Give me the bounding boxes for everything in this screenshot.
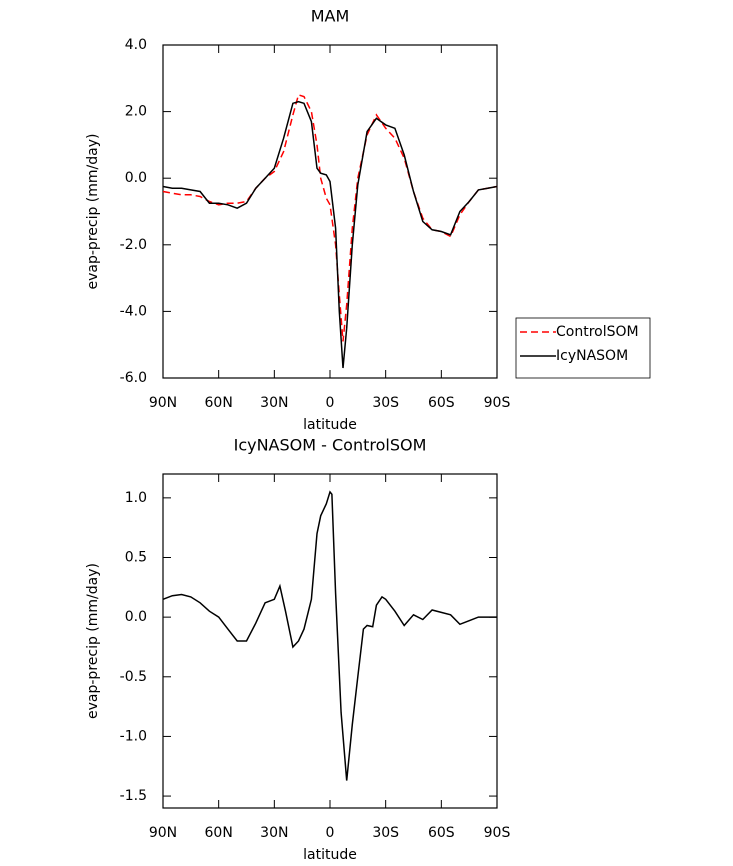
data-line	[162, 490, 497, 781]
plot-frame	[162, 473, 498, 809]
chart-title: MAM	[311, 7, 350, 26]
y-axis-label: evap-precip (mm/day)	[85, 134, 101, 290]
y-tick-label: 0.5	[125, 550, 147, 566]
x-tick-label: 0	[326, 825, 335, 841]
x-tick-label: 90N	[149, 825, 177, 841]
x-axis-label: latitude	[303, 847, 357, 863]
x-tick-label: 60S	[428, 395, 455, 411]
x-tick-label: 30S	[372, 395, 399, 411]
y-tick-label: 4.0	[125, 37, 147, 53]
y-tick-label: -4.0	[120, 303, 147, 319]
y-tick-label: 0.0	[125, 170, 147, 186]
chart-title: IcyNASOM - ControlSOM	[234, 436, 427, 455]
x-axis-label: latitude	[303, 417, 357, 433]
legend-box	[515, 317, 651, 379]
y-tick-label: 0.0	[125, 609, 147, 625]
y-tick-label: -1.0	[120, 728, 147, 744]
x-tick-label: 60N	[205, 395, 233, 411]
data-line	[162, 93, 498, 342]
y-tick-label: -1.5	[120, 788, 147, 804]
y-tick-label: 2.0	[125, 104, 147, 120]
y-tick-label: 1.0	[125, 490, 147, 506]
x-tick-label: 90S	[484, 395, 511, 411]
x-tick-label: 60S	[428, 825, 455, 841]
x-tick-label: 90S	[484, 825, 511, 841]
y-tick-label: -6.0	[120, 370, 147, 386]
x-tick-label: 90N	[149, 395, 177, 411]
y-tick-label: -2.0	[120, 237, 147, 253]
data-line	[162, 100, 498, 369]
x-tick-label: 30S	[372, 825, 399, 841]
legend-label: ControlSOM	[556, 324, 639, 340]
x-tick-label: 30N	[260, 825, 288, 841]
x-tick-label: 30N	[260, 395, 288, 411]
y-axis-label: evap-precip (mm/day)	[85, 563, 101, 719]
x-tick-label: 60N	[205, 825, 233, 841]
legend-label: IcyNASOM	[556, 348, 628, 364]
y-tick-label: -0.5	[120, 669, 147, 685]
x-tick-label: 0	[326, 395, 335, 411]
plot-frame	[162, 44, 498, 379]
